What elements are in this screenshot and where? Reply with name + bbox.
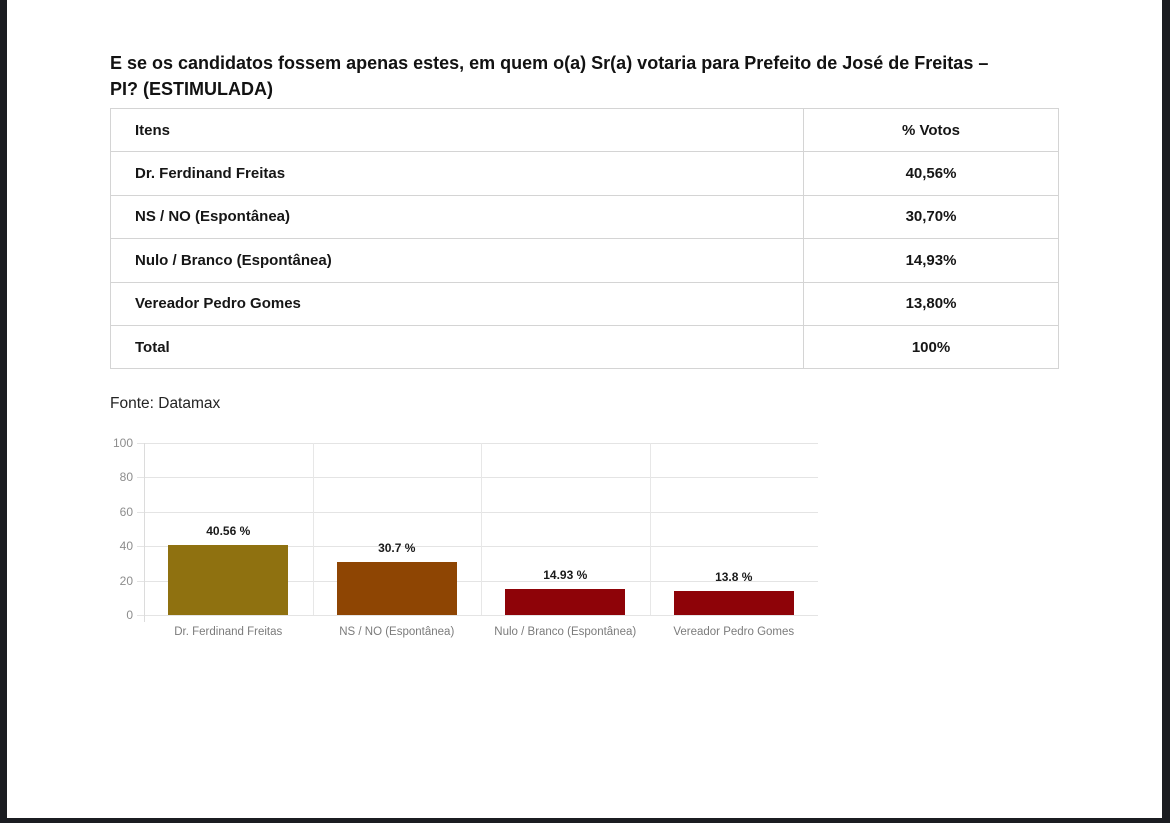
header-itens: Itens [110,107,804,153]
y-axis-line [144,443,145,622]
row-item-votes: 14,93% [803,238,1059,283]
category-boundary-line [312,443,314,615]
category-label: Dr. Ferdinand Freitas [174,626,283,638]
row-item-label: Nulo / Branco (Espontânea) [110,238,804,283]
bar-value-label: 14.93 % [543,568,588,583]
viewer-left-edge [0,0,7,823]
gridline [137,546,818,548]
table-row: NS / NO (Espontânea) 30,70% [110,194,1059,240]
row-item-votes: 13,80% [803,281,1059,326]
y-axis-label: 100 [112,436,133,450]
category-boundary-line [481,443,482,615]
bar-3 [505,589,626,615]
bar-2 [336,562,457,615]
y-axis-label: 60 [119,504,133,519]
category-label: Vereador Pedro Gomes [673,626,795,638]
question-title: E se os candidatos fossem apenas estes, … [110,53,989,99]
row-item-votes: 30,70% [803,194,1059,240]
bar-value-label: 13.8 % [715,570,753,585]
y-axis-label: 20 [119,573,133,588]
row-item-votes: 100% [803,324,1059,370]
y-axis-label: 80 [119,470,133,485]
category-boundary-line [649,443,651,615]
category-label: Nulo / Branco (Espontânea) [494,626,637,638]
row-item-votes: 40,56% [803,151,1059,196]
table-row: Vereador Pedro Gomes 13,80% [110,281,1059,326]
gridline [137,615,818,616]
bar-value-label: 30.7 % [378,541,416,556]
gridline [137,443,818,444]
table-row: Dr. Ferdinand Freitas 40,56% [110,151,1059,196]
viewer-right-edge [1162,0,1170,823]
bar-value-label: 40.56 % [206,524,251,539]
gridline [137,477,818,479]
y-axis-label: 0 [126,608,133,622]
bar-4 [673,591,794,615]
source-note: Fonte: Datamax [110,395,221,412]
viewer-bottom-edge [0,818,1170,823]
row-item-label: Total [110,324,804,370]
table-row: Nulo / Branco (Espontânea) 14,93% [110,238,1059,283]
gridline [137,511,818,513]
bar-1 [168,545,289,615]
gridline [137,580,818,582]
row-item-label: Dr. Ferdinand Freitas [110,151,804,196]
table-row: Total 100% [110,324,1059,370]
row-item-label: Vereador Pedro Gomes [110,281,804,326]
y-axis-label: 40 [119,539,133,554]
table-header-row: Itens % Votos [110,107,1059,153]
category-label: NS / NO (Espontânea) [339,626,455,638]
row-item-label: NS / NO (Espontânea) [110,194,804,240]
header-votos: % Votos [803,107,1059,153]
results-table: Itens % Votos Dr. Ferdinand Freitas 40,5… [110,107,1059,370]
